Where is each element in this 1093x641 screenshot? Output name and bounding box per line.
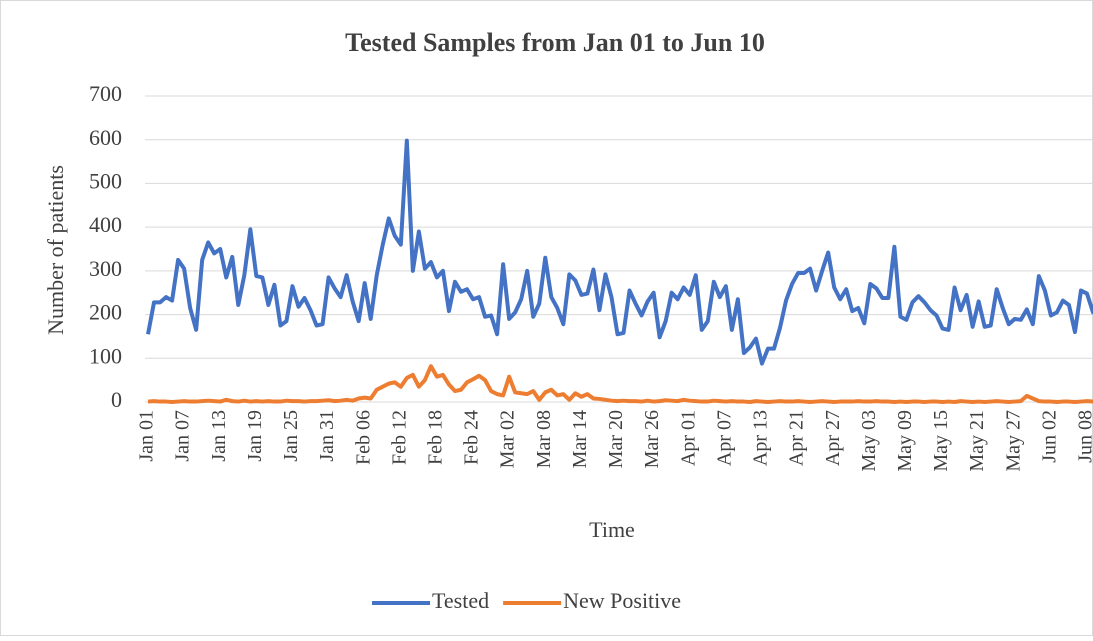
x-tick-label: May 15: [930, 410, 952, 472]
y-tick-label: 200: [89, 300, 122, 325]
x-tick-label: Feb 06: [352, 410, 374, 465]
x-tick-label: Apr 13: [750, 410, 772, 466]
x-axis-label: Time: [589, 517, 635, 542]
series-line: [146, 138, 1093, 366]
y-tick-label: 400: [89, 212, 122, 237]
legend-label: New Positive: [563, 588, 681, 613]
y-tick-label: 500: [89, 168, 122, 193]
x-tick-label: Jan 13: [208, 410, 230, 462]
x-tick-label: Jan 25: [280, 410, 302, 462]
x-tick-label: Apr 21: [786, 410, 808, 466]
x-tick-label: May 03: [858, 410, 880, 472]
x-tick-label: Mar 08: [533, 410, 555, 468]
x-tick-label: Jan 31: [316, 410, 338, 462]
x-tick-label: Feb 18: [425, 410, 447, 465]
x-tick-label: Jan 07: [172, 410, 194, 462]
y-tick-label: 300: [89, 256, 122, 281]
x-tick-label: Feb 24: [461, 410, 483, 465]
y-tick-label: 0: [111, 387, 122, 412]
x-tick-label: Jun 02: [1038, 410, 1060, 463]
x-tick-label: Jun 08: [1075, 410, 1093, 463]
y-tick-label: 700: [89, 81, 122, 106]
x-tick-label: Jan 19: [244, 410, 266, 462]
x-tick-label: Jan 01: [136, 410, 158, 462]
chart-title: Tested Samples from Jan 01 to Jun 10: [345, 28, 765, 57]
y-tick-label: 600: [89, 125, 122, 150]
legend-label: Tested: [432, 588, 489, 613]
x-tick-label: Feb 12: [388, 410, 410, 465]
x-tick-label: Mar 02: [497, 410, 519, 468]
y-axis-label: Number of patients: [43, 165, 68, 335]
x-tick-label: Apr 27: [822, 410, 844, 466]
y-tick-label: 100: [89, 343, 122, 368]
x-tick-label: Apr 01: [677, 410, 699, 466]
x-tick-label: May 21: [966, 410, 988, 472]
x-tick-label: May 09: [894, 410, 916, 472]
x-tick-label: Mar 20: [605, 410, 627, 468]
series-line: [147, 364, 1093, 404]
x-tick-label: Mar 26: [641, 410, 663, 468]
x-tick-label: Apr 07: [713, 410, 735, 466]
x-tick-label: Mar 14: [569, 410, 591, 468]
x-tick-label: May 27: [1002, 410, 1024, 472]
